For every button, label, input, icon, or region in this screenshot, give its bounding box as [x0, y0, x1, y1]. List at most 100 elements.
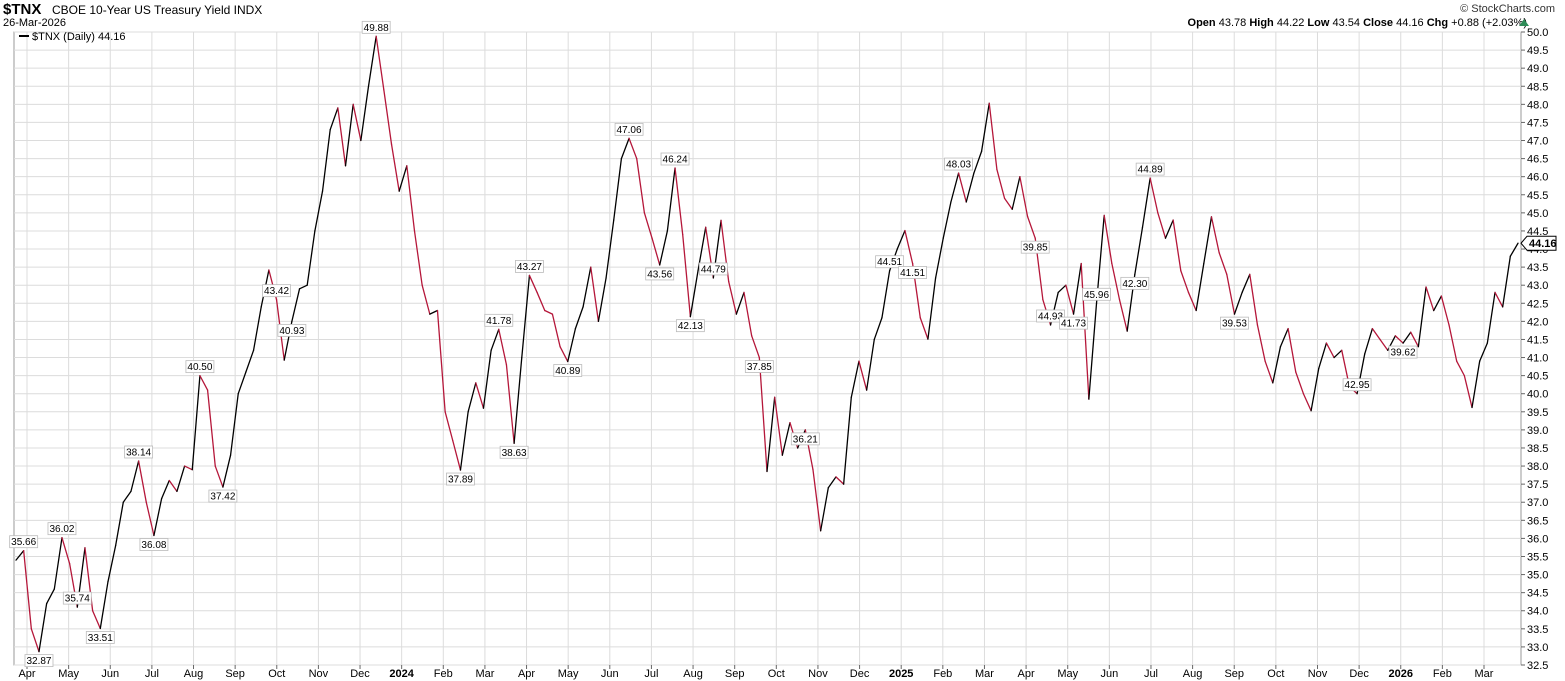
price-segment: [245, 349, 255, 373]
x-tick-label: Aug: [1183, 668, 1203, 680]
x-tick-label: Apr: [18, 668, 35, 680]
annotation-label: 47.06: [617, 125, 642, 136]
x-tick-label: Oct: [768, 668, 785, 680]
annotation-label: 33.51: [88, 633, 113, 644]
high-label: High: [1249, 17, 1274, 29]
price-segment: [942, 201, 952, 239]
last-value-label: 44.16: [1529, 238, 1557, 250]
price-segment: [321, 129, 331, 192]
price-segment: [1118, 299, 1128, 332]
price-annotation: 45.96: [1082, 287, 1111, 301]
x-tick-label: Nov: [1308, 668, 1328, 680]
price-annotation: 47.06: [614, 122, 644, 136]
price-annotation: 38.14: [124, 445, 154, 458]
y-tick-label: 33.0: [1527, 642, 1548, 654]
x-tick-label: Nov: [808, 668, 828, 680]
annotation-label: 36.08: [141, 540, 166, 551]
x-tick-label: May: [58, 668, 79, 680]
price-segment: [1448, 324, 1458, 362]
price-segment: [988, 102, 998, 171]
price-segment: [30, 628, 40, 653]
price-segment: [957, 172, 967, 203]
price-segment: [421, 284, 431, 315]
price-segment: [1233, 291, 1243, 315]
price-annotation: 40.93: [277, 323, 307, 337]
y-tick-label: 43.0: [1527, 280, 1548, 292]
x-tick-label: May: [558, 668, 579, 680]
price-segment: [1333, 349, 1343, 359]
price-segment: [1295, 371, 1305, 395]
price-annotation: 36.21: [790, 432, 820, 445]
price-segment: [153, 497, 163, 537]
annotation-label: 38.14: [126, 447, 151, 458]
price-segment: [582, 266, 592, 308]
price-segment: [682, 233, 692, 318]
price-segment: [980, 102, 990, 153]
x-tick-label: Jul: [644, 668, 658, 680]
annotation-box: [208, 489, 238, 503]
y-tick-label: 39.5: [1527, 407, 1548, 419]
price-segment: [973, 150, 983, 174]
price-segment: [1256, 324, 1266, 362]
price-segment: [229, 393, 239, 456]
annotation-label: 38.63: [502, 448, 527, 459]
x-tick-label: Sep: [1224, 668, 1244, 680]
annotation-box: [185, 360, 215, 374]
price-segment: [751, 335, 760, 359]
y-tick-label: 40.0: [1527, 389, 1548, 401]
price-segment: [559, 346, 569, 363]
annotation-box: [1036, 309, 1065, 323]
price-segment: [122, 490, 132, 503]
price-segment: [199, 374, 209, 391]
y-tick-label: 35.0: [1527, 570, 1548, 582]
annotation-box: [62, 591, 92, 605]
price-segment: [1394, 335, 1404, 344]
brand-watermark: © StockCharts.com: [1460, 3, 1555, 15]
price-segment: [659, 230, 669, 266]
price-segment: [1026, 215, 1036, 239]
y-tick-label: 47.0: [1527, 136, 1548, 148]
price-segment: [1187, 291, 1197, 312]
annotation-box: [446, 472, 475, 486]
price-segment: [145, 501, 155, 537]
y-tick-label: 46.5: [1527, 154, 1548, 166]
price-segment: [544, 309, 554, 315]
annotation-label: 32.87: [26, 656, 51, 667]
price-segment: [1371, 327, 1381, 341]
x-tick-label: Mar: [975, 668, 994, 680]
annotation-label: 35.74: [65, 594, 90, 605]
price-annotation: 44.89: [1135, 162, 1165, 176]
price-annotation: 38.63: [499, 445, 529, 459]
price-segment: [513, 356, 523, 444]
y-tick-label: 45.5: [1527, 190, 1548, 202]
price-segment: [835, 476, 845, 485]
y-tick-label: 50.0: [1527, 27, 1548, 39]
price-segment: [1172, 219, 1182, 272]
annotation-label: 41.78: [486, 316, 511, 327]
annotation-label: 43.42: [264, 286, 289, 297]
price-segment: [1203, 216, 1213, 265]
price-segment: [467, 382, 477, 413]
y-tick-label: 38.5: [1527, 443, 1548, 455]
annotation-box: [553, 364, 583, 377]
price-segment: [1149, 177, 1159, 214]
low-value: 43.54: [1332, 17, 1361, 29]
price-segment: [107, 544, 117, 583]
annotation-label: 48.03: [946, 160, 971, 171]
price-segment: [505, 364, 515, 444]
x-tick-label: Mar: [1475, 668, 1494, 680]
price-segment: [1486, 291, 1496, 344]
annotation-label: 45.96: [1084, 290, 1109, 301]
price-segment: [482, 349, 492, 409]
price-annotation: 35.66: [9, 535, 39, 548]
price-segment: [1425, 286, 1435, 312]
price-segment: [1157, 212, 1167, 239]
y-tick-label: 42.0: [1527, 316, 1548, 328]
annotation-label: 37.89: [448, 475, 473, 486]
annotation-box: [944, 157, 973, 171]
annotation-box: [1120, 276, 1150, 290]
price-segment: [1502, 255, 1511, 308]
price-segment: [819, 487, 829, 532]
y-tick-label: 35.5: [1527, 551, 1548, 563]
